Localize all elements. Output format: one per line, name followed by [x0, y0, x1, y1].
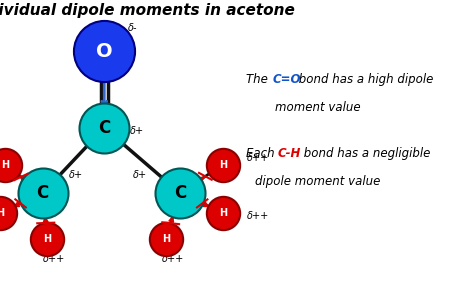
- Point: [176, 191, 184, 195]
- Text: Individual dipole moments in acetone: Individual dipole moments in acetone: [0, 3, 295, 18]
- Text: Each: Each: [246, 147, 279, 160]
- Text: δ+: δ+: [130, 126, 145, 136]
- Text: δ+: δ+: [69, 170, 83, 180]
- Text: C-H: C-H: [277, 147, 301, 160]
- Text: bond has a high dipole: bond has a high dipole: [295, 73, 434, 86]
- Text: H: H: [0, 208, 4, 218]
- Point: [162, 236, 170, 241]
- Text: δ+: δ+: [133, 170, 147, 180]
- Text: moment value: moment value: [275, 101, 360, 114]
- Text: δ++: δ++: [246, 153, 269, 163]
- Text: H: H: [0, 160, 9, 170]
- Text: δ-: δ-: [128, 23, 137, 34]
- Point: [1, 162, 9, 167]
- Point: [100, 49, 108, 53]
- Text: The: The: [246, 73, 272, 86]
- Point: [44, 236, 51, 241]
- Point: [219, 162, 227, 167]
- Text: H: H: [162, 233, 170, 244]
- Text: dipole moment value: dipole moment value: [255, 175, 380, 188]
- Point: [39, 191, 46, 195]
- Text: δ++: δ++: [162, 254, 184, 264]
- Text: H: H: [43, 233, 52, 244]
- Text: O: O: [96, 42, 113, 60]
- Point: [0, 211, 4, 215]
- Text: C: C: [98, 119, 110, 137]
- Text: H: H: [219, 208, 227, 218]
- Text: bond has a negligible: bond has a negligible: [300, 147, 430, 160]
- Text: δ++: δ++: [44, 254, 65, 264]
- Text: C=O: C=O: [273, 73, 301, 86]
- Text: C: C: [36, 184, 49, 202]
- Text: δ++: δ++: [246, 211, 269, 221]
- Text: C: C: [174, 184, 186, 202]
- Point: [219, 211, 227, 215]
- Text: H: H: [219, 160, 227, 170]
- Point: [100, 126, 108, 130]
